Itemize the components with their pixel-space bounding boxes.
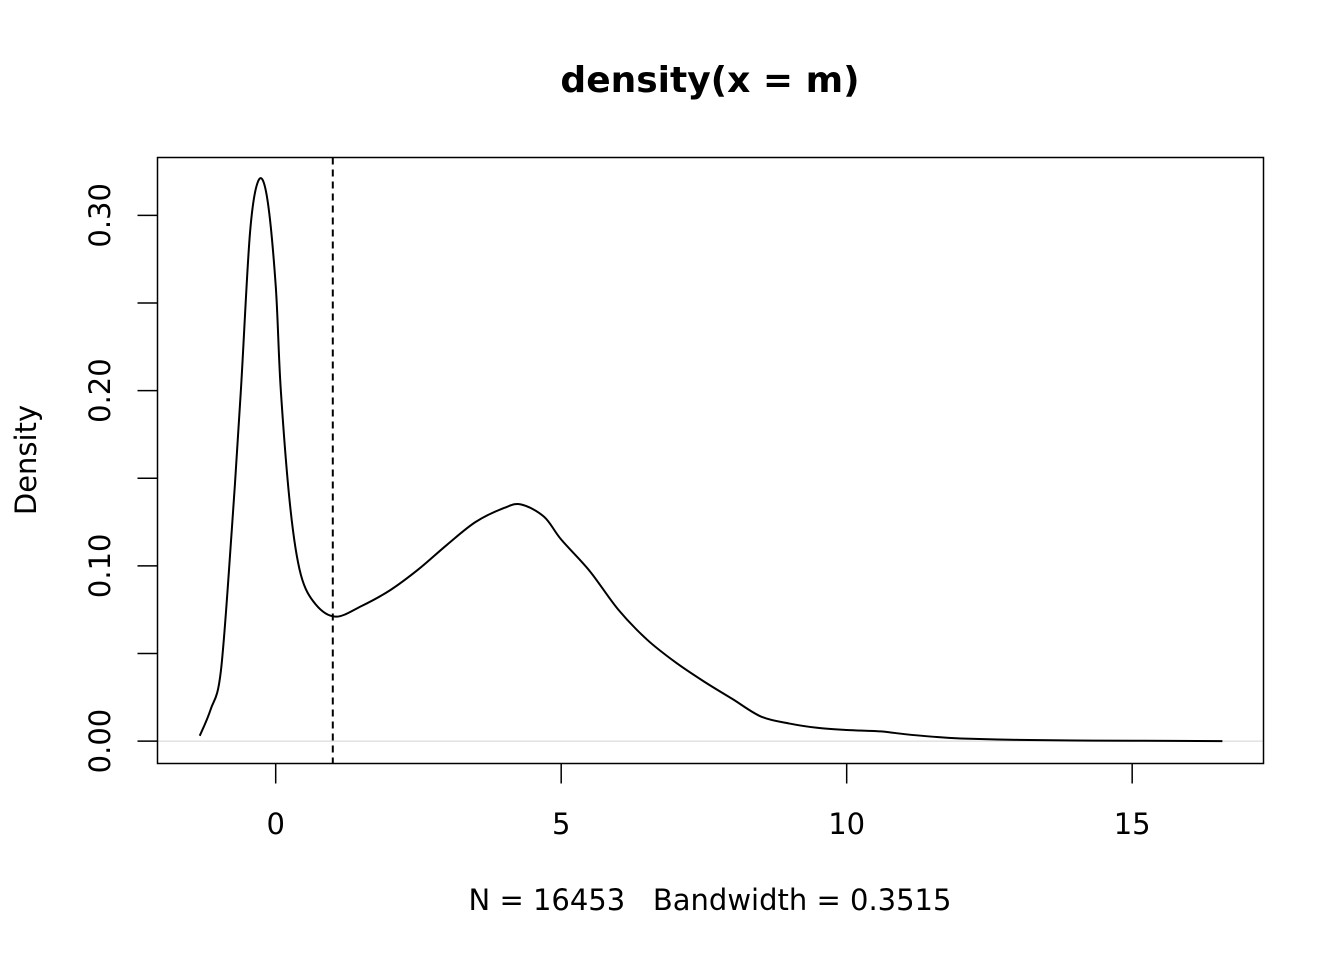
y-tick-label: 0.20 <box>83 358 117 423</box>
y-axis: 0.00 0.10 0.20 0.30 <box>83 183 158 773</box>
y-tick-label: 0.10 <box>83 534 117 599</box>
x-tick-label: 5 <box>552 807 570 841</box>
density-curve <box>198 177 1223 743</box>
plot-box <box>156 156 1265 765</box>
chart-title: density(x = m) <box>560 60 859 101</box>
x-tick-label: 0 <box>266 807 284 841</box>
y-axis-label: Density <box>9 405 43 515</box>
x-axis: 0 5 10 15 <box>266 763 1151 841</box>
x-tick-label: 15 <box>1114 807 1151 841</box>
y-tick-label: 0.30 <box>83 183 117 248</box>
x-axis-label: N = 16453 Bandwidth = 0.3515 <box>469 883 952 917</box>
x-tick-label: 10 <box>828 807 865 841</box>
y-tick-label: 0.00 <box>83 709 117 774</box>
